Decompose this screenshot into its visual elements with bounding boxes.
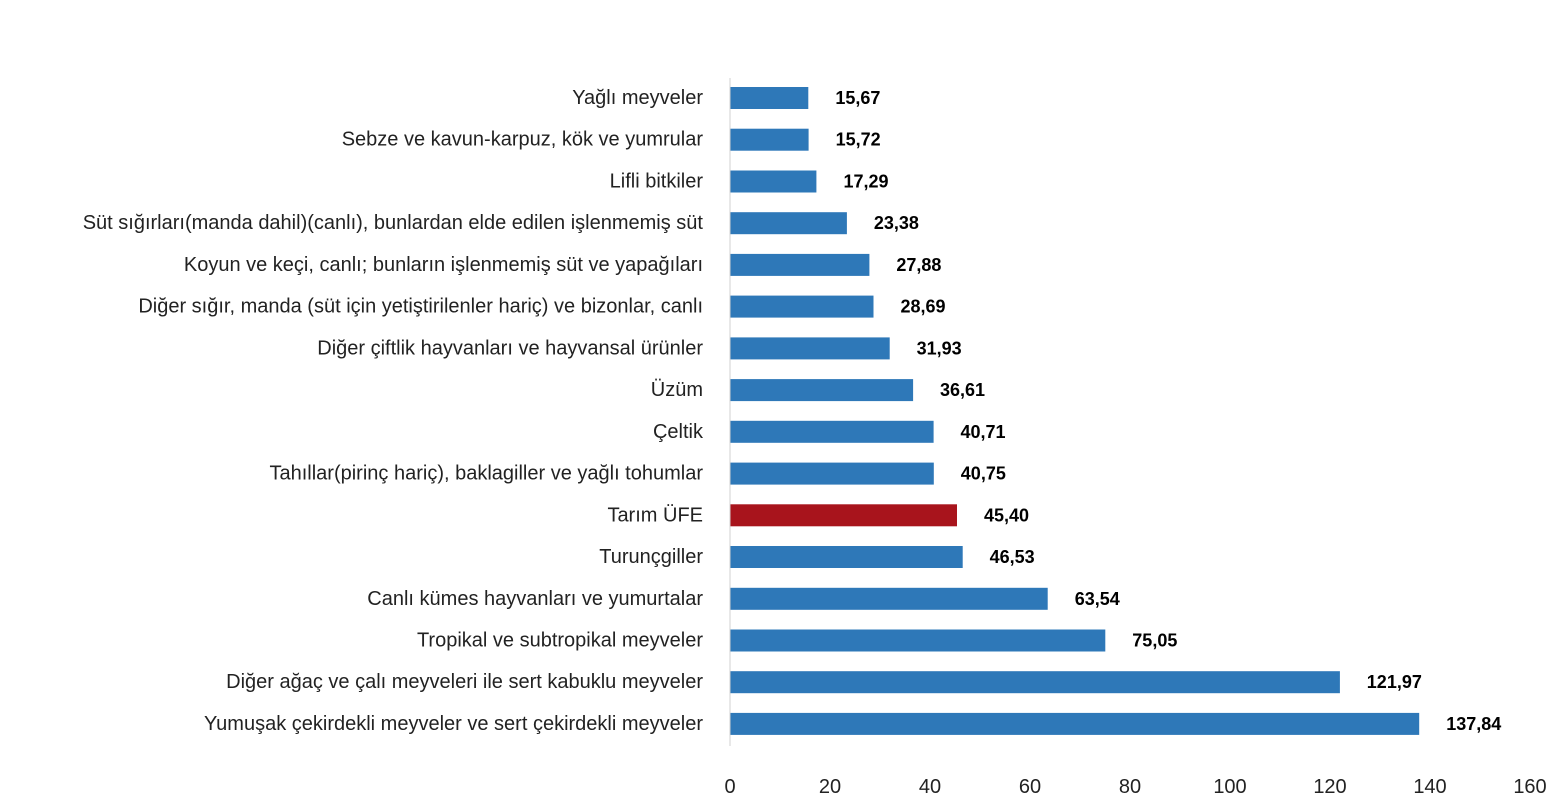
bar (730, 253, 870, 276)
bar (730, 504, 957, 527)
category-label: Diğer sığır, manda (süt için yetiştirile… (138, 296, 703, 318)
bar (730, 128, 809, 151)
bar (730, 546, 963, 568)
bar (730, 420, 934, 443)
bar (730, 671, 1340, 694)
data-label: 27,88 (896, 255, 941, 275)
x-tick-label: 120 (1313, 776, 1346, 798)
bar (730, 462, 934, 485)
bar (730, 587, 1048, 610)
x-tick-label: 0 (724, 776, 735, 798)
category-labels: Yağlı meyveler Sebze ve kavun-karpuz, kök… (83, 87, 704, 735)
category-label: Diğer çiftlik hayvanları ve hayvansal ür… (317, 337, 703, 359)
data-label: 40,71 (961, 422, 1006, 442)
x-tick-label: 40 (919, 776, 941, 798)
data-label: 63,54 (1075, 589, 1120, 609)
bar (730, 337, 890, 360)
data-label: 137,84 (1446, 714, 1501, 734)
bars-group (730, 87, 1420, 735)
x-tick-label: 160 (1513, 776, 1546, 798)
category-label: Üzüm (651, 379, 703, 401)
category-label: Koyun ve keçi, canlı; bunların işlenmemi… (184, 254, 703, 276)
bar (730, 629, 1106, 652)
category-label: Çeltik (653, 421, 704, 443)
bar (730, 212, 847, 235)
data-label: 40,75 (961, 464, 1006, 484)
category-label: Tropikal ve subtropikal meyveler (417, 630, 703, 652)
x-axis-ticks: 0 20 40 60 80 100 120 140 160 (724, 776, 1546, 798)
bar (730, 87, 809, 109)
category-label: Sebze ve kavun-karpuz, kök ve yumrular (342, 129, 704, 151)
data-label: 31,93 (917, 338, 962, 358)
data-label: 36,61 (940, 380, 985, 400)
data-label: 17,29 (844, 172, 889, 192)
data-label: 121,97 (1367, 672, 1422, 692)
data-label: 46,53 (990, 547, 1035, 567)
category-label: Tahıllar(pirinç hariç), baklagiller ve y… (269, 463, 703, 485)
x-tick-label: 100 (1213, 776, 1246, 798)
x-tick-label: 140 (1413, 776, 1446, 798)
category-label: Tarım ÜFE (607, 504, 703, 526)
x-tick-label: 20 (819, 776, 841, 798)
bar (730, 170, 817, 193)
data-label: 15,72 (836, 130, 881, 150)
category-label: Yumuşak çekirdekli meyveler ve sert çeki… (204, 713, 703, 735)
value-labels: 15,67 15,72 17,29 23,38 27,88 28,69 31,93 36,61… (835, 88, 1501, 734)
x-tick-label: 80 (1119, 776, 1141, 798)
data-label: 75,05 (1132, 631, 1177, 651)
x-tick-label: 60 (1019, 776, 1041, 798)
category-label: Lifli bitkiler (610, 171, 704, 193)
bar (730, 379, 914, 402)
category-label: Canlı kümes hayvanları ve yumurtalar (367, 588, 703, 610)
bar (730, 295, 874, 318)
bar (730, 712, 1420, 735)
category-label: Diğer ağaç ve çalı meyveleri ile sert ka… (226, 671, 703, 693)
data-label: 45,40 (984, 505, 1029, 525)
data-label: 15,67 (835, 88, 880, 108)
data-label: 28,69 (901, 297, 946, 317)
category-label: Turunçgiller (599, 546, 703, 568)
category-label: Süt sığırları(manda dahil)(canlı), bunla… (83, 212, 704, 234)
category-label: Yağlı meyveler (572, 87, 703, 109)
data-label: 23,38 (874, 213, 919, 233)
